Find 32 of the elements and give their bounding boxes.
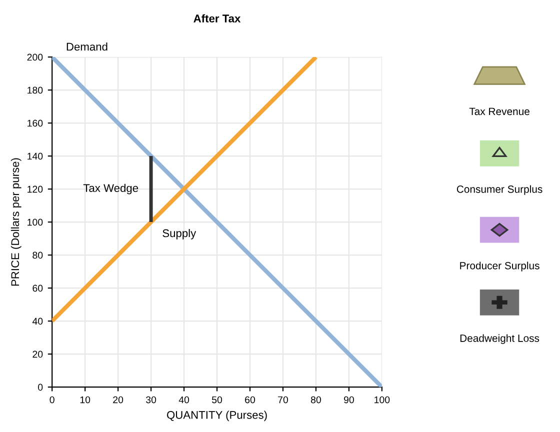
y-tick-label: 80 [32,252,43,259]
x-tick-label: 100 [374,396,390,404]
series-label: Supply [162,228,196,240]
y-tick-label: 180 [28,86,43,94]
y-tick-label: 0 [38,384,43,391]
text: Tax Revenue [469,108,530,116]
series-label: Tax Wedge [83,184,138,194]
x-tick-label: 30 [146,396,156,404]
y-tick-label: 60 [32,284,43,292]
x-tick-label: 60 [245,396,256,404]
x-tick-label: 0 [50,396,54,404]
x-tick-label: 40 [178,396,190,404]
chart-title: After Tax [194,14,241,22]
y-tick-label: 20 [32,350,43,358]
x-tick-label: 90 [344,396,354,404]
series-label: Demand [66,42,108,51]
x-tick-label: 50 [212,396,222,404]
y-tick-label: 100 [28,218,43,226]
y-tick-label: 120 [28,186,43,193]
text: Consumer Surplus [456,185,542,195]
x-tick-label: 70 [278,396,288,404]
x-tick-label: 20 [113,396,124,404]
y-tick-label: 140 [28,152,43,160]
x-axis-title: QUANTITY (Purses) [167,410,267,422]
y-tick-label: 200 [27,54,43,61]
text: Producer Surplus [460,262,540,272]
x-tick-label: 10 [80,396,90,404]
text: Deadweight Loss [460,334,540,344]
y-tick-label: 40 [32,318,43,325]
y-tick-label: 160 [28,120,43,127]
y-axis-title: PRICE (Dollars per purse) [10,158,22,286]
x-tick-label: 80 [310,396,321,404]
